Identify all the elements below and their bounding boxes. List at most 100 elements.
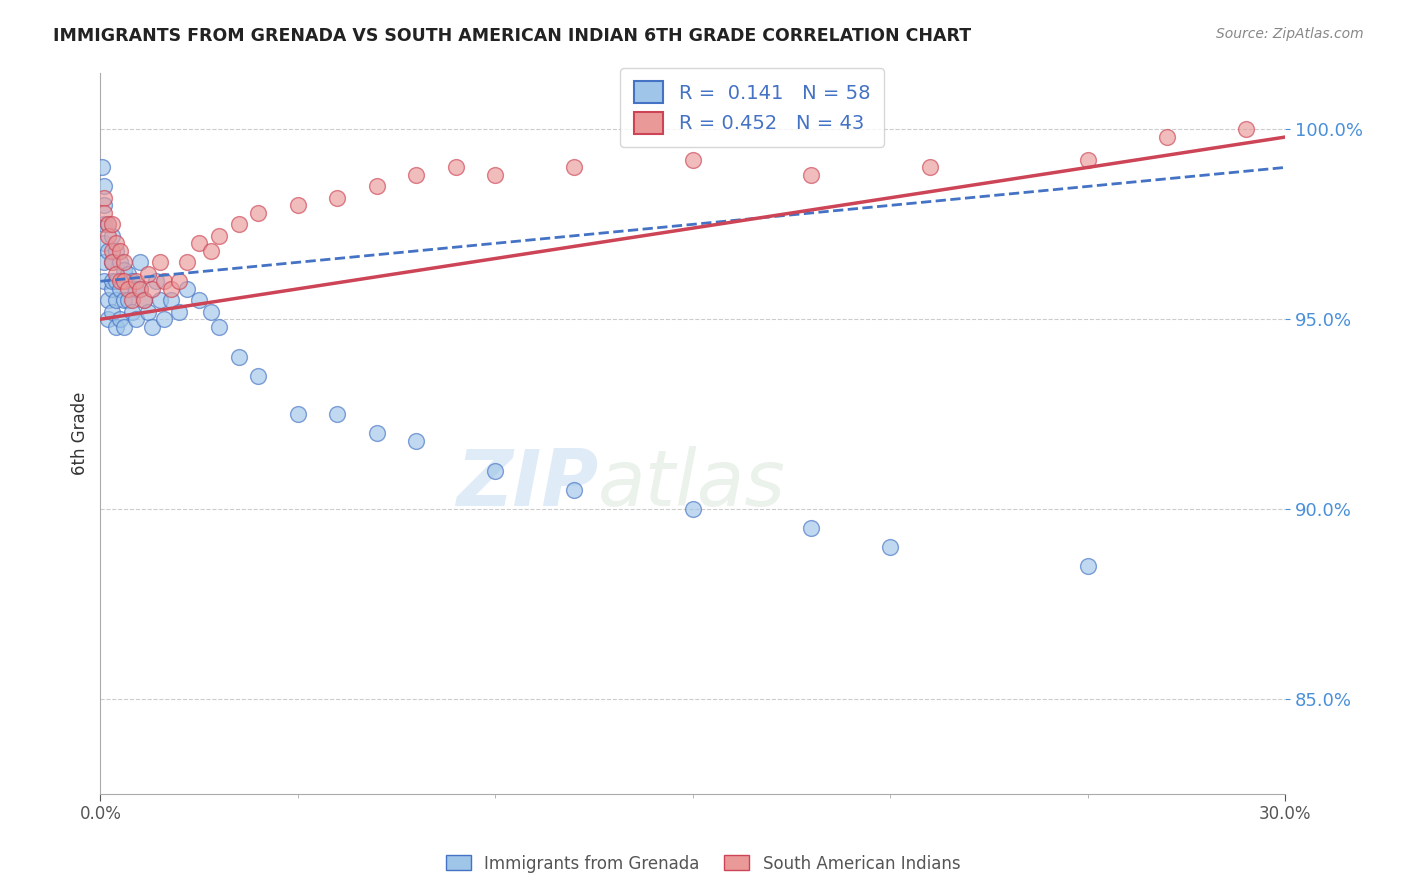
Point xyxy=(112,319,135,334)
Point xyxy=(149,255,172,269)
Point xyxy=(108,282,131,296)
Point xyxy=(247,206,270,220)
Point xyxy=(101,255,124,269)
Point xyxy=(152,312,174,326)
Point xyxy=(101,244,124,258)
Point xyxy=(108,274,131,288)
Point xyxy=(117,267,139,281)
Point xyxy=(101,282,124,296)
Point xyxy=(1077,153,1099,167)
Point xyxy=(105,293,128,308)
Point xyxy=(405,168,427,182)
Point xyxy=(97,218,120,232)
Point xyxy=(287,198,309,212)
Point xyxy=(97,312,120,326)
Point xyxy=(326,191,349,205)
Y-axis label: 6th Grade: 6th Grade xyxy=(72,392,89,475)
Point xyxy=(247,369,270,384)
Point xyxy=(97,228,120,243)
Point xyxy=(97,293,120,308)
Point xyxy=(484,168,506,182)
Legend: R =  0.141   N = 58, R = 0.452   N = 43: R = 0.141 N = 58, R = 0.452 N = 43 xyxy=(620,68,884,147)
Point xyxy=(149,293,172,308)
Legend: Immigrants from Grenada, South American Indians: Immigrants from Grenada, South American … xyxy=(439,848,967,880)
Point xyxy=(121,293,143,308)
Point xyxy=(93,198,115,212)
Point xyxy=(1234,122,1257,136)
Point xyxy=(682,153,704,167)
Point xyxy=(93,218,115,232)
Point xyxy=(208,228,231,243)
Point xyxy=(918,161,941,175)
Point xyxy=(121,274,143,288)
Point xyxy=(93,191,115,205)
Point xyxy=(93,206,115,220)
Point xyxy=(228,218,250,232)
Point xyxy=(287,407,309,421)
Text: ZIP: ZIP xyxy=(456,446,598,522)
Point xyxy=(125,282,148,296)
Point xyxy=(136,304,159,318)
Point xyxy=(405,434,427,448)
Point xyxy=(101,228,124,243)
Point xyxy=(326,407,349,421)
Point xyxy=(105,267,128,281)
Point xyxy=(176,255,198,269)
Point xyxy=(228,350,250,364)
Point xyxy=(366,426,388,441)
Point xyxy=(101,274,124,288)
Point xyxy=(132,293,155,308)
Point xyxy=(141,319,163,334)
Point xyxy=(105,319,128,334)
Point xyxy=(128,282,150,296)
Point xyxy=(176,282,198,296)
Point xyxy=(105,274,128,288)
Point xyxy=(200,304,222,318)
Point xyxy=(879,540,901,554)
Point xyxy=(121,304,143,318)
Point xyxy=(93,255,115,269)
Point xyxy=(105,236,128,251)
Point xyxy=(1077,558,1099,573)
Point xyxy=(562,161,585,175)
Point xyxy=(108,244,131,258)
Point xyxy=(132,293,155,308)
Point xyxy=(169,304,191,318)
Point xyxy=(108,312,131,326)
Point xyxy=(112,293,135,308)
Point xyxy=(101,218,124,232)
Point xyxy=(484,464,506,478)
Point xyxy=(160,293,183,308)
Point xyxy=(444,161,467,175)
Point xyxy=(117,293,139,308)
Point xyxy=(97,244,120,258)
Point xyxy=(101,304,124,318)
Point xyxy=(128,255,150,269)
Point xyxy=(91,161,114,175)
Text: Source: ZipAtlas.com: Source: ZipAtlas.com xyxy=(1216,27,1364,41)
Point xyxy=(93,274,115,288)
Point xyxy=(125,274,148,288)
Point xyxy=(366,179,388,194)
Point xyxy=(136,267,159,281)
Point xyxy=(1156,130,1178,145)
Point xyxy=(112,274,135,288)
Point xyxy=(188,236,211,251)
Point xyxy=(93,236,115,251)
Point xyxy=(152,274,174,288)
Point xyxy=(141,282,163,296)
Point xyxy=(105,244,128,258)
Point xyxy=(112,263,135,277)
Point xyxy=(97,218,120,232)
Point xyxy=(160,282,183,296)
Point xyxy=(112,255,135,269)
Point xyxy=(101,255,124,269)
Point xyxy=(93,179,115,194)
Point xyxy=(562,483,585,497)
Point xyxy=(169,274,191,288)
Point xyxy=(117,282,139,296)
Point xyxy=(125,312,148,326)
Point xyxy=(200,244,222,258)
Point xyxy=(128,282,150,296)
Point xyxy=(682,502,704,516)
